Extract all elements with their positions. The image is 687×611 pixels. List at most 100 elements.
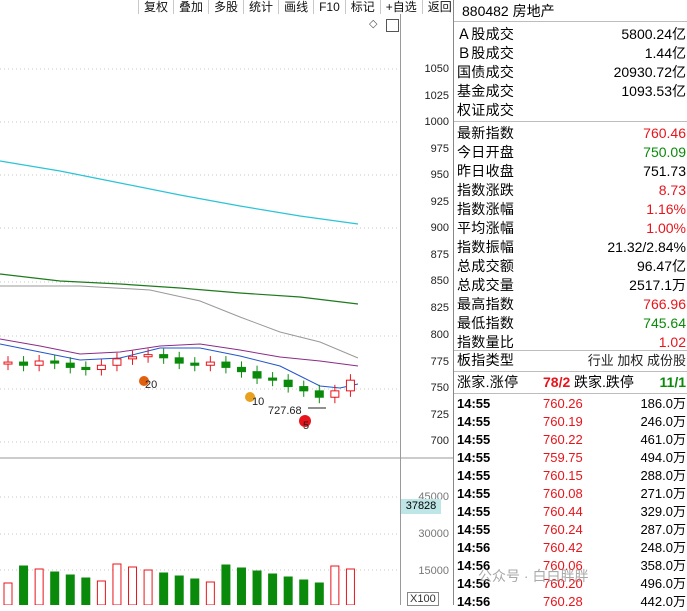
up-value: 78/2 <box>543 374 571 390</box>
tick-row: 14:55 760.19 246.0万 <box>457 413 686 431</box>
volume-bars <box>3 563 355 606</box>
row-label: 最高指数 <box>457 296 515 312</box>
candle <box>205 361 215 366</box>
tick-time: 14:55 <box>457 504 491 519</box>
ma-line-long <box>0 160 359 225</box>
overlay-button[interactable]: 叠加 <box>173 0 208 14</box>
tick-volume: 329.0万 <box>640 504 686 519</box>
row-label: Ａ股成交 <box>457 26 515 42</box>
checkbox-icon[interactable] <box>386 19 399 32</box>
row-label: 最低指数 <box>457 315 515 331</box>
index-stat-row: 最高指数 766.96 <box>457 295 686 314</box>
row-value: 8.73 <box>658 182 686 198</box>
f10-button[interactable]: F10 <box>313 0 345 14</box>
candle <box>96 364 106 371</box>
volume-bar <box>96 580 106 606</box>
signal-marker-icon <box>245 392 255 402</box>
mark-button[interactable]: 标记 <box>344 0 380 14</box>
row-label: Ｂ股成交 <box>457 45 515 61</box>
tick-price: 760.28 <box>543 594 583 609</box>
index-type-value[interactable]: 行业 加权 成份股 <box>587 353 686 368</box>
divider <box>454 121 687 122</box>
marker-label: 10 <box>252 396 265 408</box>
tick-row: 14:55 759.75 494.0万 <box>457 449 686 467</box>
row-value: 745.64 <box>643 315 686 331</box>
row-label: 总成交额 <box>457 258 515 274</box>
y-tick: 1025 <box>424 90 449 102</box>
volume-bar <box>159 572 169 606</box>
row-value: 2517.1万 <box>629 277 686 293</box>
tick-volume: 287.0万 <box>640 522 686 537</box>
row-value: 1.44亿 <box>644 45 686 61</box>
multi-stock-button[interactable]: 多股 <box>208 0 243 14</box>
index-stat-row: 指数量比 1.02 <box>457 333 686 352</box>
tick-price: 760.08 <box>543 486 583 501</box>
candle <box>159 354 169 359</box>
volume-bar <box>19 565 29 606</box>
y-tick: 775 <box>430 356 449 368</box>
volume-bar <box>221 564 231 606</box>
up-down-row: 涨家.涨停 78/2 跌家.跌停 11/1 <box>457 373 686 392</box>
y-tick: 850 <box>430 275 449 287</box>
volume-bar <box>268 573 278 606</box>
toolbar: 复权 叠加 多股 统计 画线 F10 标记 +自选 返回 <box>138 0 457 14</box>
index-stat-row: 指数涨跌 8.73 <box>457 181 686 200</box>
restore-rights-button[interactable]: 复权 <box>138 0 173 14</box>
tick-volume: 461.0万 <box>640 432 686 447</box>
volume-bar <box>112 563 122 606</box>
index-stat-row: 今日开盘 750.09 <box>457 143 686 162</box>
diamond-icon[interactable]: ◇ <box>369 18 378 30</box>
turnover-row: Ａ股成交 5800.24亿 <box>457 25 686 44</box>
volume-bar <box>65 574 75 606</box>
turnover-row: 国债成交 20930.72亿 <box>457 63 686 82</box>
candle <box>34 360 44 366</box>
tick-time: 14:55 <box>457 414 491 429</box>
index-stat-row: 平均涨幅 1.00% <box>457 219 686 238</box>
up-label: 涨家.涨停 <box>457 374 519 390</box>
row-label: 指数涨幅 <box>457 201 515 217</box>
y-tick: 800 <box>430 329 449 341</box>
tick-row: 14:55 760.26 186.0万 <box>457 395 686 413</box>
index-type-row: 板指类型 行业 加权 成份股 <box>457 351 686 370</box>
index-stat-row: 最低指数 745.64 <box>457 314 686 333</box>
volume-bar <box>283 576 293 606</box>
tick-time: 14:55 <box>457 396 491 411</box>
row-label: 指数量比 <box>457 334 515 350</box>
index-stat-row: 昨日收盘 751.73 <box>457 162 686 181</box>
tick-price: 760.20 <box>543 576 583 591</box>
volume-unit-label[interactable]: X100 <box>407 592 439 606</box>
row-value: 5800.24亿 <box>621 26 686 42</box>
divider <box>454 350 687 351</box>
index-stat-row: 指数涨幅 1.16% <box>457 200 686 219</box>
candle <box>330 390 340 398</box>
volume-bar <box>236 567 246 606</box>
vol-tick: 30000 <box>418 528 449 540</box>
tick-price: 760.15 <box>543 468 583 483</box>
tick-row: 14:56 760.20 496.0万 <box>457 575 686 593</box>
volume-bar <box>174 575 184 606</box>
candle <box>190 362 200 366</box>
statistics-button[interactable]: 统计 <box>243 0 278 14</box>
volume-bar <box>330 565 340 606</box>
y-tick: 725 <box>430 409 449 421</box>
ma-line-blue <box>0 343 359 389</box>
candle <box>268 377 278 381</box>
draw-line-button[interactable]: 画线 <box>278 0 313 14</box>
y-tick: 875 <box>430 249 449 261</box>
volume-bar <box>81 577 91 606</box>
tick-volume: 494.0万 <box>640 450 686 465</box>
divider <box>454 371 687 372</box>
candle <box>283 379 293 388</box>
candle <box>112 358 122 366</box>
row-value: 1.02 <box>658 334 686 350</box>
add-watchlist-button[interactable]: +自选 <box>379 0 422 14</box>
row-label: 指数涨跌 <box>457 182 515 198</box>
turnover-row: 基金成交 1093.53亿 <box>457 82 686 101</box>
kline-chart[interactable]: 20 10 5 727.68 <box>0 14 453 606</box>
candle <box>65 362 75 368</box>
back-button[interactable]: 返回 <box>421 0 457 14</box>
tick-row: 14:56 760.28 442.0万 <box>457 593 686 611</box>
price-gridlines <box>0 68 400 443</box>
candle <box>252 371 262 379</box>
tick-time: 14:56 <box>457 558 491 573</box>
